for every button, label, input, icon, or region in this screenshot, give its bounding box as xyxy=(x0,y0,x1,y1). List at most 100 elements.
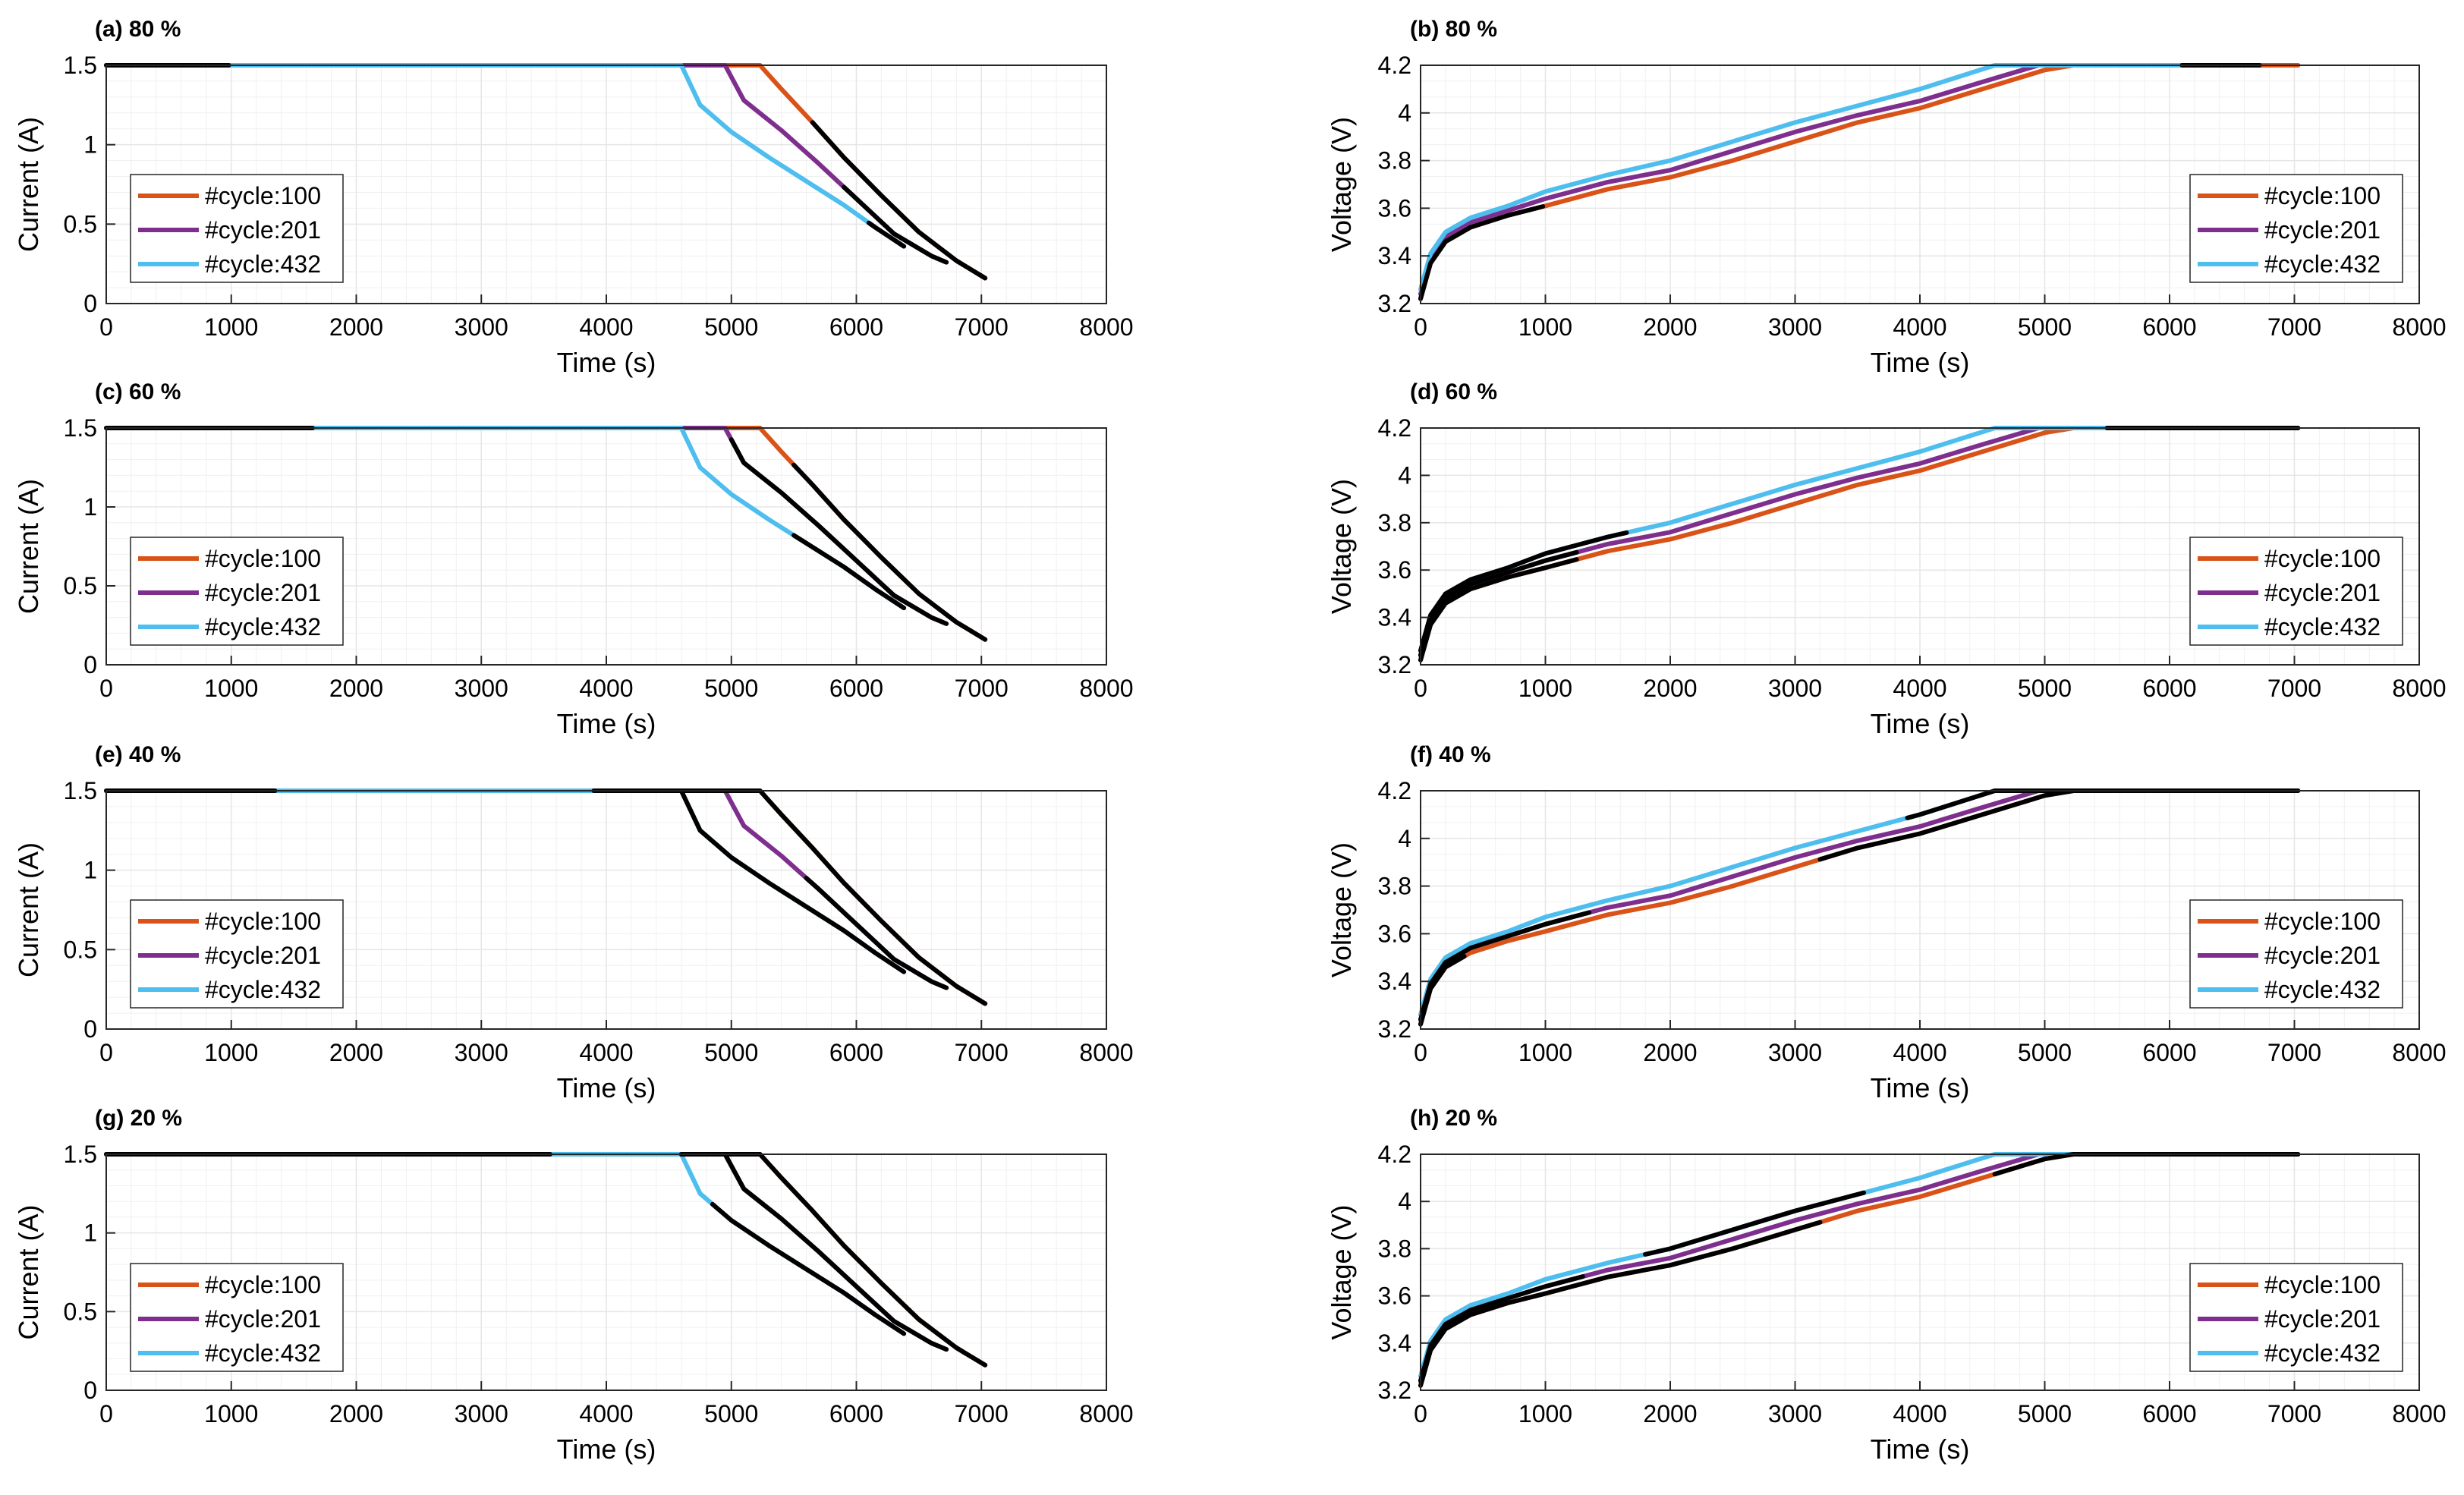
x-axis-label: Time (s) xyxy=(1871,1434,1970,1465)
legend-label: #cycle:201 xyxy=(205,579,321,606)
x-tick-label: 7000 xyxy=(2267,1400,2321,1427)
series-line-cycle-432 xyxy=(104,63,907,249)
x-tick-label: 3000 xyxy=(1768,313,1822,341)
x-tick-label: 6000 xyxy=(2142,1400,2196,1427)
panel-title: (f) 40 % xyxy=(1410,742,1491,767)
y-axis-label: Voltage (V) xyxy=(1326,479,1357,614)
predicted-segment xyxy=(810,120,988,281)
y-tick-label: 4.2 xyxy=(1378,52,1411,79)
y-tick-label: 3.2 xyxy=(1378,1015,1411,1043)
predicted-segment xyxy=(729,437,949,626)
x-tick-label: 7000 xyxy=(955,675,1009,702)
y-tick-label: 4.2 xyxy=(1378,1141,1411,1168)
x-tick-label: 5000 xyxy=(2018,675,2072,702)
legend-label: #cycle:432 xyxy=(2264,250,2381,278)
x-axis-label: Time (s) xyxy=(557,1072,656,1103)
x-tick-label: 2000 xyxy=(1643,1400,1697,1427)
legend-label: #cycle:432 xyxy=(2264,613,2381,640)
legend: #cycle:100 #cycle:201 #cycle:432 xyxy=(130,537,344,646)
series-line-cycle-201 xyxy=(1418,63,2262,297)
y-tick-label: 3.2 xyxy=(1378,290,1411,317)
x-tick-label: 4000 xyxy=(579,1400,633,1427)
x-tick-label: 6000 xyxy=(2142,1039,2196,1066)
legend: #cycle:100 #cycle:201 #cycle:432 xyxy=(2189,537,2403,646)
predicted-segment xyxy=(842,184,949,265)
x-tick-label: 3000 xyxy=(455,675,508,702)
legend-label: #cycle:100 xyxy=(205,545,321,572)
y-tick-label: 3.8 xyxy=(1378,1235,1411,1262)
x-tick-label: 7000 xyxy=(2267,675,2321,702)
x-tick-label: 0 xyxy=(1414,1039,1427,1066)
x-tick-label: 6000 xyxy=(2142,675,2196,702)
y-tick-label: 0.5 xyxy=(64,1298,97,1325)
x-tick-label: 3000 xyxy=(455,1400,508,1427)
panel-g: 0 1000 2000 3000 4000 5000 6000 7000 8000 0 0.5 1 1.… xyxy=(13,1106,1134,1465)
y-tick-label: 1.5 xyxy=(64,414,97,442)
x-axis-label: Time (s) xyxy=(1871,1072,1970,1103)
x-tick-label: 4000 xyxy=(1893,313,1946,341)
x-tick-label: 6000 xyxy=(2142,313,2196,341)
x-tick-label: 4000 xyxy=(1893,675,1946,702)
y-tick-label: 1 xyxy=(83,131,97,159)
x-tick-label: 1000 xyxy=(1518,675,1572,702)
x-tick-label: 3000 xyxy=(1768,1039,1822,1066)
legend-label: #cycle:201 xyxy=(2264,1305,2381,1333)
x-tick-label: 8000 xyxy=(1079,313,1133,341)
y-tick-label: 3.4 xyxy=(1378,604,1411,631)
x-tick-label: 3000 xyxy=(455,313,508,341)
x-tick-label: 1000 xyxy=(1518,1039,1572,1066)
x-tick-label: 6000 xyxy=(829,1400,883,1427)
x-tick-label: 5000 xyxy=(2018,1039,2072,1066)
predicted-segment xyxy=(1418,1220,1823,1388)
x-tick-label: 7000 xyxy=(955,313,1009,341)
predicted-segment xyxy=(710,1152,949,1352)
y-tick-label: 0 xyxy=(83,1377,97,1404)
x-tick-label: 5000 xyxy=(704,1039,758,1066)
legend-label: #cycle:100 xyxy=(205,182,321,209)
x-tick-label: 7000 xyxy=(2267,1039,2321,1066)
panel-h: 0 1000 2000 3000 4000 5000 6000 7000 8000 3.2 3.4 3… xyxy=(1326,1106,2447,1465)
x-tick-label: 5000 xyxy=(704,1400,758,1427)
panel-title: (b) 80 % xyxy=(1410,17,1497,42)
legend-label: #cycle:201 xyxy=(2264,579,2381,606)
y-tick-label: 0 xyxy=(83,1015,97,1043)
x-tick-label: 7000 xyxy=(955,1400,1009,1427)
x-tick-label: 4000 xyxy=(579,1039,633,1066)
y-tick-label: 1 xyxy=(83,1220,97,1247)
x-tick-label: 8000 xyxy=(1079,1400,1133,1427)
x-tick-label: 0 xyxy=(1414,313,1427,341)
x-tick-label: 5000 xyxy=(704,675,758,702)
x-axis-label: Time (s) xyxy=(557,708,656,739)
x-tick-label: 0 xyxy=(99,313,113,341)
legend: #cycle:100 #cycle:201 #cycle:432 xyxy=(130,899,344,1009)
panel-a: 0 1000 2000 3000 4000 5000 6000 7000 8000 0 0.5 1 1.… xyxy=(13,17,1134,378)
y-axis-label: Voltage (V) xyxy=(1326,117,1357,252)
predicted-segment xyxy=(791,533,907,611)
legend-label: #cycle:432 xyxy=(2264,976,2381,1003)
y-tick-label: 4.2 xyxy=(1378,777,1411,804)
x-axis-label: Time (s) xyxy=(1871,347,1970,378)
y-tick-label: 4 xyxy=(1398,461,1411,489)
x-tick-label: 5000 xyxy=(704,313,758,341)
series-line-cycle-432 xyxy=(1418,1152,2220,1379)
y-tick-label: 3.8 xyxy=(1378,147,1411,175)
panel-title: (c) 60 % xyxy=(95,379,181,404)
predicted-segment xyxy=(591,788,988,1006)
y-tick-label: 3.2 xyxy=(1378,1377,1411,1404)
x-axis-label: Time (s) xyxy=(557,347,656,378)
panel-f: 0 1000 2000 3000 4000 5000 6000 7000 8000 3.2 3.4 3… xyxy=(1326,742,2447,1103)
predicted-segment xyxy=(678,788,907,974)
y-axis-label: Voltage (V) xyxy=(1326,842,1357,977)
y-tick-label: 3.6 xyxy=(1378,1283,1411,1310)
x-tick-label: 2000 xyxy=(1643,1039,1697,1066)
x-tick-label: 7000 xyxy=(955,1039,1009,1066)
panel-e: 0 1000 2000 3000 4000 5000 6000 7000 8000 0 0.5 1 1.… xyxy=(13,742,1134,1103)
x-tick-label: 1000 xyxy=(204,313,258,341)
y-tick-label: 4 xyxy=(1398,99,1411,127)
y-axis-label: Current (A) xyxy=(13,842,44,977)
legend-label: #cycle:100 xyxy=(2264,545,2381,572)
legend-label: #cycle:201 xyxy=(205,216,321,244)
legend-label: #cycle:201 xyxy=(205,942,321,969)
y-tick-label: 0.5 xyxy=(64,572,97,600)
